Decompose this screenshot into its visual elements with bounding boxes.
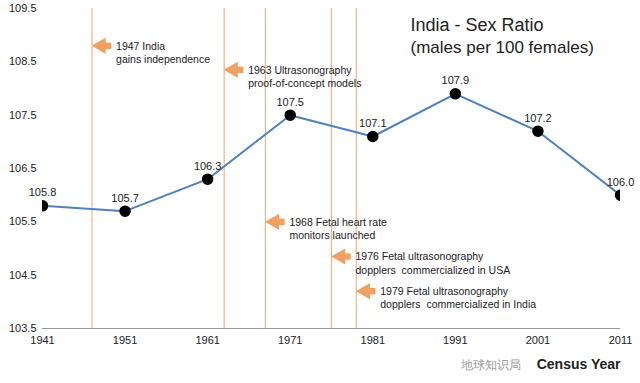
svg-text:1968 Fetal heart ratemonitors: 1968 Fetal heart ratemonitors launched (289, 216, 387, 242)
svg-text:1963 Ultrasonographyproof-of-c: 1963 Ultrasonographyproof-of-concept mod… (248, 64, 361, 90)
svg-text:地球知识局: 地球知识局 (460, 358, 521, 372)
svg-text:103.5: 103.5 (9, 322, 37, 334)
svg-text:1971: 1971 (278, 334, 302, 346)
svg-text:105.7: 105.7 (111, 192, 139, 204)
svg-text:107.9: 107.9 (442, 74, 470, 86)
svg-text:1951: 1951 (113, 334, 137, 346)
svg-text:108.5: 108.5 (9, 55, 37, 67)
svg-text:1981: 1981 (361, 334, 385, 346)
svg-text:2011: 2011 (609, 334, 633, 346)
svg-text:105.5: 105.5 (9, 215, 37, 227)
svg-text:106.5: 106.5 (9, 162, 37, 174)
svg-text:1979 Fetal ultrasonographydopp: 1979 Fetal ultrasonographydopplers comme… (380, 285, 536, 311)
svg-text:104.5: 104.5 (9, 269, 37, 281)
svg-text:1941: 1941 (30, 334, 54, 346)
svg-text:2001: 2001 (526, 334, 550, 346)
svg-text:1961: 1961 (195, 334, 219, 346)
svg-text:107.1: 107.1 (359, 117, 387, 129)
svg-text:1947 Indiagains independence: 1947 Indiagains independence (116, 40, 210, 66)
svg-text:107.2: 107.2 (524, 112, 552, 124)
svg-text:1976 Fetal ultrasonographydopp: 1976 Fetal ultrasonographydopplers comme… (356, 250, 511, 276)
svg-text:106.3: 106.3 (194, 160, 222, 172)
svg-text:(males per 100 females): (males per 100 females) (411, 38, 594, 57)
svg-text:105.8: 105.8 (29, 186, 57, 198)
svg-text:1991: 1991 (443, 334, 467, 346)
svg-text:109.5: 109.5 (9, 2, 37, 14)
svg-text:107.5: 107.5 (276, 96, 304, 108)
svg-text:Census Year: Census Year (537, 356, 621, 372)
svg-text:India - Sex Ratio: India - Sex Ratio (411, 15, 544, 35)
svg-text:106.0: 106.0 (607, 176, 635, 188)
svg-text:107.5: 107.5 (9, 109, 37, 121)
